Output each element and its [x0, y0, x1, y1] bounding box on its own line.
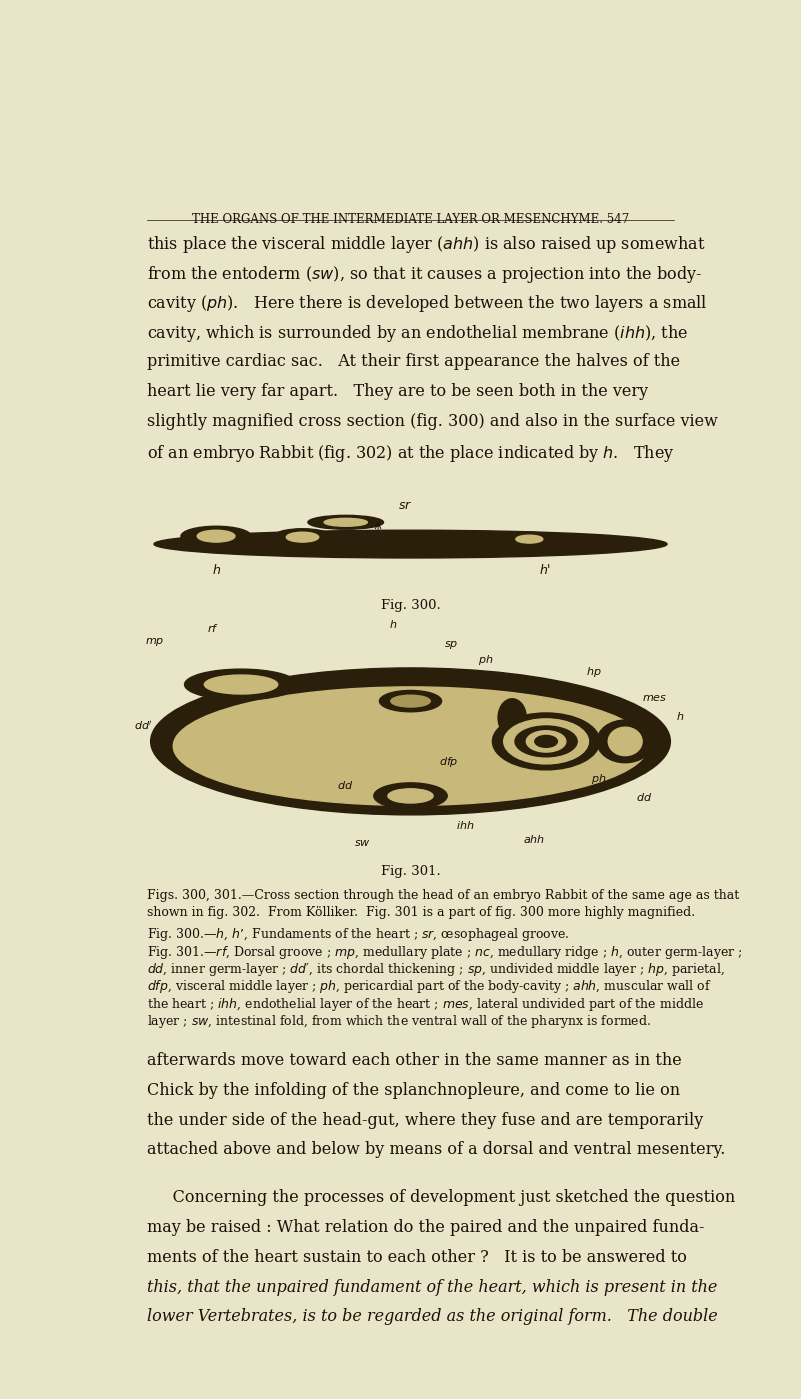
- Text: layer ; $sw$, intestinal fold, from which the ventral wall of the pharynx is for: layer ; $sw$, intestinal fold, from whic…: [147, 1013, 650, 1030]
- Text: afterwards move toward each other in the same manner as in the: afterwards move toward each other in the…: [147, 1052, 682, 1069]
- Text: Fig. 301.—$rf$, Dorsal groove ; $mp$, medullary plate ; $nc$, medullary ridge ; : Fig. 301.—$rf$, Dorsal groove ; $mp$, me…: [147, 944, 743, 961]
- Text: cavity, which is surrounded by an endothelial membrane ($\mathit{ihh}$), the: cavity, which is surrounded by an endoth…: [147, 323, 688, 344]
- Text: primitive cardiac sac.   At their first appearance the halves of the: primitive cardiac sac. At their first ap…: [147, 354, 680, 371]
- Text: heart lie very far apart.   They are to be seen both in the very: heart lie very far apart. They are to be…: [147, 383, 648, 400]
- Text: Fig. 301.: Fig. 301.: [380, 865, 441, 879]
- Text: attached above and below by means of a dorsal and ventral mesentery.: attached above and below by means of a d…: [147, 1142, 725, 1158]
- Text: the under side of the head-gut, where they fuse and are temporarily: the under side of the head-gut, where th…: [147, 1112, 703, 1129]
- Text: this, that the unpaired fundament of the heart, which is present in the: this, that the unpaired fundament of the…: [147, 1279, 717, 1295]
- Text: of an embryo Rabbit (fig. 302) at the place indicated by $h$.   They: of an embryo Rabbit (fig. 302) at the pl…: [147, 443, 674, 464]
- Text: Fig. 300.: Fig. 300.: [380, 599, 441, 613]
- Text: Fig. 300.—$h$, $h$’, Fundaments of the heart ; $sr$, œsophageal groove.: Fig. 300.—$h$, $h$’, Fundaments of the h…: [147, 926, 570, 943]
- Text: cavity ($\mathit{ph}$).   Here there is developed between the two layers a small: cavity ($\mathit{ph}$). Here there is de…: [147, 294, 707, 315]
- Text: Chick by the infolding of the splanchnopleure, and come to lie on: Chick by the infolding of the splanchnop…: [147, 1081, 680, 1098]
- Text: Concerning the processes of development just sketched the question: Concerning the processes of development …: [147, 1189, 735, 1206]
- Text: slightly magnified cross section (fig. 300) and also in the surface view: slightly magnified cross section (fig. 3…: [147, 413, 718, 431]
- Text: may be raised : What relation do the paired and the unpaired funda-: may be raised : What relation do the pai…: [147, 1219, 704, 1235]
- Text: from the entoderm ($\mathit{sw}$), so that it causes a projection into the body-: from the entoderm ($\mathit{sw}$), so th…: [147, 263, 702, 284]
- Text: THE ORGANS OF THE INTERMEDIATE LAYER OR MESENCHYME. 547: THE ORGANS OF THE INTERMEDIATE LAYER OR …: [192, 213, 629, 225]
- Text: lower Vertebrates, is to be regarded as the original form.   The double: lower Vertebrates, is to be regarded as …: [147, 1308, 718, 1325]
- Text: this place the visceral middle layer ($\mathit{ahh}$) is also raised up somewhat: this place the visceral middle layer ($\…: [147, 234, 705, 255]
- Text: $dd$, inner germ-layer ; $dd$′, its chordal thickening ; $sp$, undivided middle : $dd$, inner germ-layer ; $dd$′, its chor…: [147, 961, 725, 978]
- Text: Figs. 300, 301.—Cross section through the head of an embryo Rabbit of the same a: Figs. 300, 301.—Cross section through th…: [147, 888, 739, 902]
- Text: $dfp$, visceral middle layer ; $ph$, pericardial part of the body-cavity ; $ahh$: $dfp$, visceral middle layer ; $ph$, per…: [147, 978, 711, 995]
- Text: the heart ; $ihh$, endothelial layer of the heart ; $mes$, lateral undivided par: the heart ; $ihh$, endothelial layer of …: [147, 996, 703, 1013]
- Text: ments of the heart sustain to each other ?   It is to be answered to: ments of the heart sustain to each other…: [147, 1248, 686, 1266]
- Text: shown in fig. 302.  From Kölliker.  Fig. 301 is a part of fig. 300 more highly m: shown in fig. 302. From Kölliker. Fig. 3…: [147, 907, 694, 919]
